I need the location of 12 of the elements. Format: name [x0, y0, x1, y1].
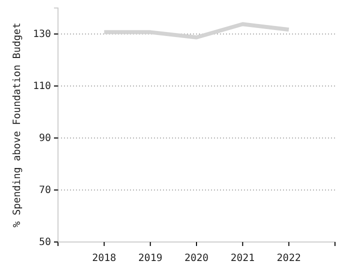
- x-tick-label: 2021: [230, 253, 255, 264]
- line-series: [102, 22, 291, 40]
- x-tick-label: 2018: [92, 253, 116, 264]
- y-tick-label: 130: [32, 29, 51, 40]
- y-axis-title: % Spending above Foundation Budget: [12, 22, 23, 228]
- y-tick-label: 110: [32, 81, 51, 92]
- y-tick-label: 50: [38, 237, 51, 248]
- x-tick-label: 2020: [184, 253, 209, 264]
- x-tick-label: 2019: [138, 253, 162, 264]
- y-tick-label: 70: [38, 185, 51, 196]
- x-tick-label: 2022: [276, 253, 301, 264]
- y-tick-label: 90: [38, 133, 51, 144]
